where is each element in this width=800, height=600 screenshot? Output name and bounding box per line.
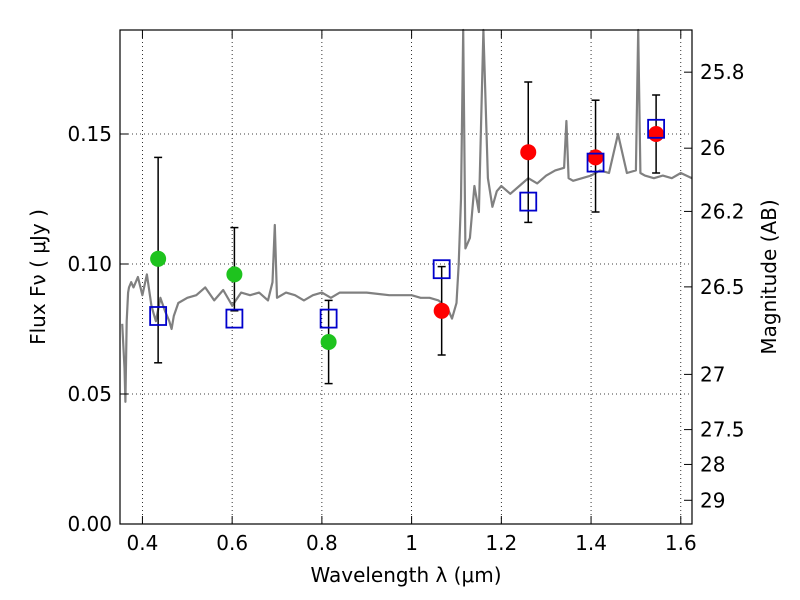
marker-layer [149,118,666,350]
data-point [520,144,537,161]
mag-tick-label: 26.5 [700,275,745,299]
plot-frame [119,29,693,525]
x-tick-label: 0.8 [306,531,338,555]
x-tick-label: 0.6 [216,531,248,555]
x-tick-label: 0.4 [127,531,159,555]
model-point [586,152,605,173]
data-point [433,302,450,319]
x-tick-label: 1.6 [665,531,697,555]
data-point [648,126,665,142]
model-point [225,308,244,329]
y-tick-label: 0.00 [67,512,112,536]
line-layer [121,28,693,403]
model-point [319,308,338,329]
model-spectrum-line [121,28,693,403]
data-point [150,250,167,267]
y-tick-label: 0.10 [67,252,112,276]
data-point [320,334,337,350]
data-point [226,266,243,283]
model-point [647,118,666,139]
model-point [432,259,451,280]
x-axis-label: Wavelength λ (μm) [310,563,501,587]
mag-tick-label: 26 [700,136,725,160]
mag-tick-label: 25.8 [700,60,745,84]
data-point [587,149,604,166]
y-axis-right-label: Magnitude (AB) [757,199,781,354]
grid-layer [120,30,692,525]
mag-tick-label: 27 [700,362,725,386]
y-tick-label: 0.05 [67,382,112,406]
model-point [149,306,168,326]
mag-tick-label: 28 [700,452,725,476]
tick-layer: 0.4 0.6 0.8 1 1.2 1.4 1.6 0.00 0.05 0.10 0.15 25.8 2… [67,30,745,555]
x-tick-label: 1 [405,531,418,555]
error-layer [154,81,661,385]
y-tick-label: 0.15 [67,122,112,146]
x-tick-label: 1.4 [575,531,607,555]
mag-tick-label: 27.5 [700,418,745,442]
x-tick-label: 1.2 [485,531,517,555]
mag-tick-label: 29 [700,488,725,512]
y-axis-label: Flux Fν ( μJy ) [26,209,50,345]
model-point [519,191,538,212]
mag-tick-label: 26.2 [700,199,745,223]
